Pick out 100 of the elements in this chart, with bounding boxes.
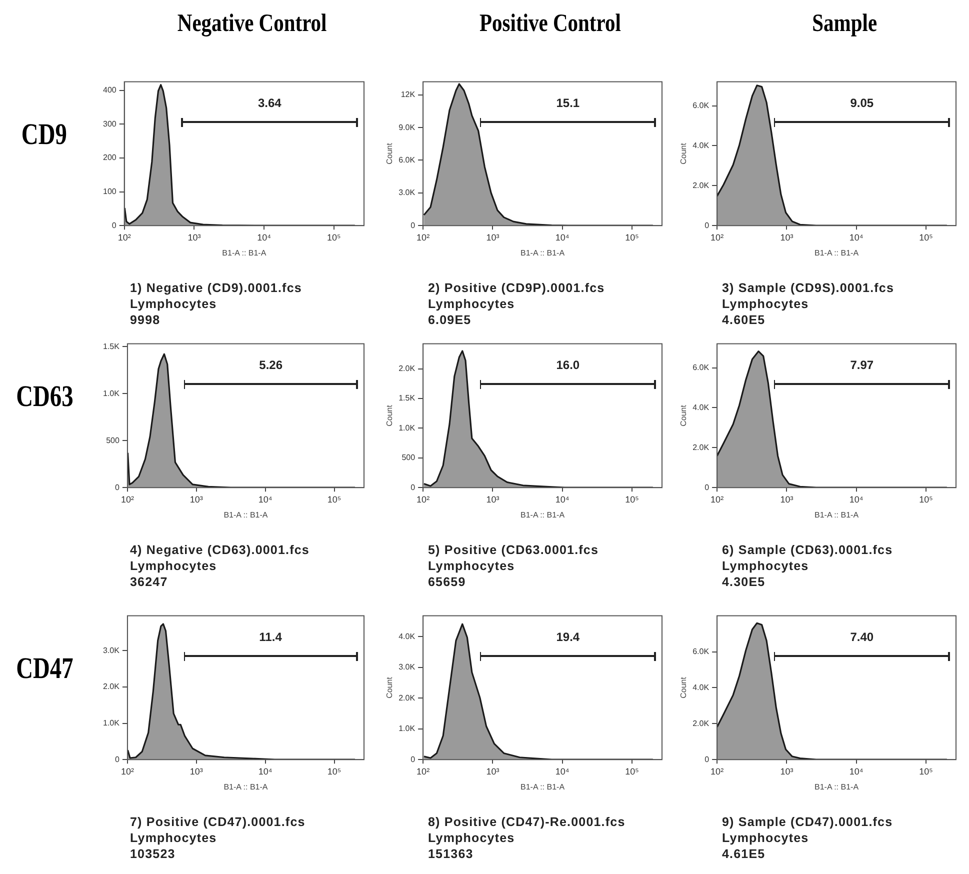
x-tick-label: 10⁵	[625, 494, 640, 504]
y-axis-title: CD63	[16, 380, 73, 414]
x-tick-label: 10⁵	[919, 766, 934, 776]
x-axis-title: B1-A :: B1-A	[520, 248, 566, 258]
y-tick-label: 3.0K	[398, 662, 416, 672]
y-tick-label: 1.0K	[398, 724, 416, 734]
y-tick-label: 4.0K	[692, 682, 710, 692]
text: 4.61E5	[722, 846, 766, 862]
annotation: 9.05	[850, 96, 874, 110]
y-tick-label: 0	[410, 754, 416, 764]
text: 4.60E5	[722, 312, 766, 328]
chart-title: Negative Control	[177, 10, 327, 38]
text: Lymphocytes	[130, 830, 218, 846]
annotation: 5.26	[259, 358, 283, 372]
y-tick-label: 6.0K	[692, 362, 710, 372]
x-tick-label: 10⁵	[919, 232, 934, 242]
y-tick-label: 500	[402, 453, 416, 462]
y-axis-title: CD9	[21, 118, 67, 152]
y-tick-label: 500	[106, 436, 120, 445]
y-tick-label: 4.0K	[692, 140, 710, 150]
annotation: 3.64	[258, 96, 282, 110]
x-tick-label: 10⁵	[327, 494, 342, 504]
annotation: 7.40	[850, 630, 874, 644]
text: 5) Positive (CD63.0001.fcs	[428, 542, 599, 558]
x-axis-title: B1-A :: B1-A	[814, 248, 860, 258]
annotation: 15.1	[556, 96, 580, 110]
y-tick-label: 3.0K	[102, 646, 120, 655]
y-tick-label: 2.0K	[692, 442, 710, 452]
x-tick-label: 10²	[416, 766, 430, 776]
x-axis-title: B1-A :: B1-A	[520, 510, 566, 520]
y-tick-label: 0	[410, 482, 416, 492]
x-axis-title: B1-A :: B1-A	[224, 782, 268, 792]
x-tick-label: 10³	[486, 766, 500, 776]
chart-title: Positive Control	[480, 10, 621, 38]
y-tick-label: 0	[112, 220, 117, 230]
text: Lymphocytes	[428, 296, 516, 312]
x-tick-label: 10⁴	[555, 232, 570, 242]
text: 6) Sample (CD63).0001.fcs	[722, 542, 893, 558]
x-tick-label: 10⁵	[625, 232, 640, 242]
annotation: 11.4	[259, 630, 282, 644]
x-tick-label: 10³	[486, 232, 500, 242]
text: 3) Sample (CD9S).0001.fcs	[722, 280, 894, 296]
text: 4.30E5	[722, 574, 766, 590]
y-tick-label: 1.0K	[102, 388, 120, 398]
x-tick-label: 10²	[416, 494, 430, 504]
y-tick-label: 0	[410, 220, 416, 230]
x-tick-label: 10⁴	[849, 232, 864, 242]
x-tick-label: 10³	[190, 494, 203, 504]
y-tick-label: 0	[704, 220, 710, 230]
y-tick-label: 2.0K	[102, 682, 120, 692]
x-tick-label: 10⁴	[849, 766, 864, 776]
x-tick-label: 10⁵	[625, 766, 640, 776]
text: 2) Positive (CD9P).0001.fcs	[428, 280, 605, 296]
text: 7) Positive (CD47).0001.fcs	[130, 814, 306, 830]
text: 1) Negative (CD9).0001.fcs	[130, 280, 302, 296]
text: Lymphocytes	[722, 558, 810, 574]
y-tick-label: 0	[115, 482, 120, 492]
x-axis-title: B1-A :: B1-A	[222, 248, 267, 258]
x-tick-label: 10⁵	[919, 494, 934, 504]
y-tick-label: 1.5K	[398, 394, 416, 403]
x-axis-title: B1-A :: B1-A	[814, 510, 860, 520]
x-tick-label: 10²	[120, 766, 134, 776]
y-tick-label: 2.0K	[398, 364, 416, 373]
x-axis-title: B1-A :: B1-A	[814, 782, 860, 792]
x-tick-label: 10²	[710, 766, 724, 776]
y-tick-label: 2.0K	[692, 180, 710, 190]
x-tick-label: 10⁴	[555, 494, 570, 504]
text: 103523	[130, 846, 176, 862]
x-tick-label: 10⁴	[849, 494, 864, 504]
x-tick-label: 10²	[120, 494, 134, 504]
y-axis-title: Count	[679, 676, 688, 698]
y-tick-label: 0	[704, 482, 710, 492]
y-tick-label: 1.5K	[102, 342, 120, 351]
y-axis-title: CD47	[16, 652, 73, 686]
text: Lymphocytes	[428, 830, 516, 846]
text: 151363	[428, 846, 474, 862]
text: 9) Sample (CD47).0001.fcs	[722, 814, 893, 830]
y-tick-label: 0	[115, 754, 120, 764]
y-tick-label: 200	[102, 153, 117, 162]
y-tick-label: 1.0K	[102, 718, 120, 728]
x-tick-label: 10³	[486, 494, 500, 504]
text: Lymphocytes	[130, 296, 218, 312]
text: 9998	[130, 312, 162, 328]
y-axis-title: Count	[385, 404, 394, 426]
x-tick-label: 10⁴	[555, 766, 570, 776]
x-tick-label: 10²	[118, 232, 131, 242]
text: 4) Negative (CD63).0001.fcs	[130, 542, 310, 558]
y-tick-label: 9.0K	[398, 122, 416, 132]
x-tick-label: 10²	[416, 232, 430, 242]
text: 65659	[428, 574, 467, 590]
x-tick-label: 10³	[190, 766, 203, 776]
y-tick-label: 300	[102, 119, 117, 128]
y-axis-title: Count	[679, 404, 688, 426]
x-tick-label: 10⁴	[257, 232, 272, 242]
x-tick-label: 10⁵	[327, 232, 342, 242]
x-axis-title: B1-A :: B1-A	[224, 510, 268, 520]
y-tick-label: 2.0K	[692, 718, 710, 728]
text: Lymphocytes	[428, 558, 516, 574]
x-tick-label: 10²	[710, 232, 724, 242]
x-tick-label: 10⁴	[258, 766, 272, 776]
